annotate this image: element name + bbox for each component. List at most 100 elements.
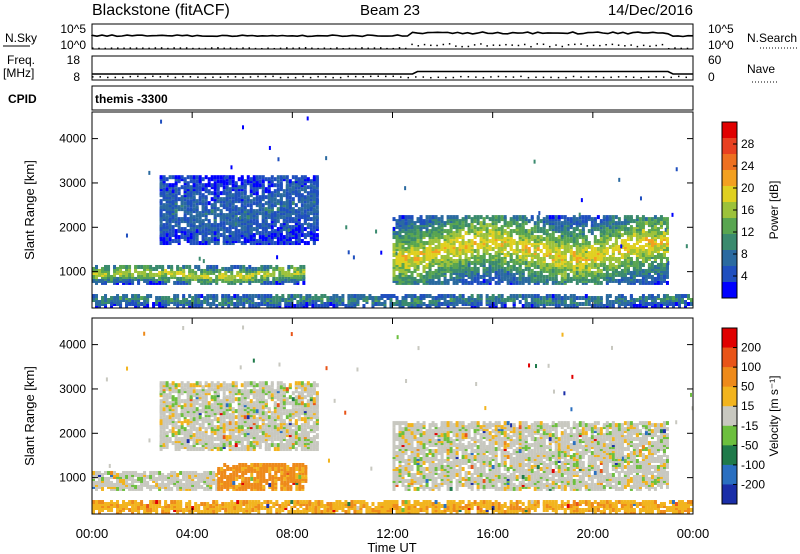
echo-cell [476, 221, 480, 226]
echo-cell [180, 207, 184, 212]
echo-cell [170, 298, 174, 303]
echo-cell [128, 482, 132, 487]
echo-cell [98, 470, 102, 475]
echo-cell [500, 256, 504, 261]
echo-cell [365, 296, 369, 301]
echo-cell [229, 466, 233, 471]
echo-cell [213, 175, 217, 180]
echo-cell [560, 296, 564, 301]
echo-cell [491, 294, 495, 299]
echo-cell [443, 264, 447, 269]
freq-label: Freq. [7, 53, 35, 67]
nave-dot [204, 76, 207, 79]
echo-cell [425, 241, 429, 246]
y-tick-label: 3000 [59, 176, 86, 190]
echo-cell [198, 231, 202, 236]
echo-cell [104, 294, 108, 299]
echo-cell [236, 270, 240, 275]
echo-cell [260, 298, 264, 303]
echo-cell [311, 304, 315, 308]
echo-cell [174, 229, 178, 234]
echo-cell [440, 247, 444, 252]
echo-cell [239, 272, 243, 277]
echo-cell [312, 215, 316, 220]
echo-cell [434, 245, 438, 250]
echo-cell [209, 270, 213, 275]
echo-cell [656, 243, 660, 248]
echo-cell [249, 177, 253, 182]
echo-cell [413, 221, 417, 226]
echo-cell [228, 229, 232, 234]
echo-cell [192, 207, 196, 212]
echo-cell [521, 225, 525, 230]
echo-cell [614, 256, 618, 261]
echo-cell [255, 219, 259, 224]
echo-cell [287, 276, 291, 281]
colorbar-tick-label: 28 [741, 137, 755, 151]
echo-cell [104, 470, 108, 475]
echo-cell [276, 237, 280, 242]
echo-cell [437, 225, 441, 230]
echo-cell [122, 298, 126, 303]
echo-cell [341, 294, 345, 299]
power-echo-field [92, 116, 693, 308]
echo-cell [273, 201, 277, 206]
echo-cell [632, 219, 636, 224]
echo-cell [656, 247, 660, 252]
echo-cell [231, 205, 235, 210]
echo-cell [479, 215, 483, 220]
nsearch-dot [361, 47, 363, 49]
echo-cell [653, 300, 657, 305]
echo-cell [223, 462, 227, 467]
echo-cell [584, 270, 588, 275]
echo-cell [164, 474, 168, 479]
echo-cell [452, 258, 456, 263]
echo-cell [392, 226, 395, 231]
echo-cell [210, 209, 214, 214]
echo-cell [650, 221, 654, 226]
echo-cell [596, 268, 600, 273]
echo-cell [464, 215, 468, 220]
echo-cell [167, 264, 171, 269]
echo-cell [92, 278, 95, 283]
colorbar-tick-label: 24 [741, 159, 755, 173]
nsearch-dot [286, 47, 288, 49]
echo-cell [148, 170, 151, 175]
echo-cell [98, 476, 102, 481]
echo-cell [449, 215, 453, 220]
echo-cell [545, 274, 549, 279]
echo-cell [461, 239, 465, 244]
nave-dot [445, 76, 447, 79]
echo-cell [494, 221, 498, 226]
echo-cell [113, 264, 117, 269]
echo-cell [392, 268, 396, 273]
echo-cell [503, 243, 507, 248]
echo-cell [192, 203, 196, 208]
echo-cell [530, 258, 534, 263]
nsearch-dot [586, 45, 589, 47]
echo-cell [219, 175, 223, 180]
echo-cell [461, 268, 465, 273]
echo-cell [524, 215, 527, 220]
echo-cell [183, 201, 187, 206]
echo-cell [202, 259, 205, 264]
nave-dot [557, 76, 560, 79]
echo-cell [515, 294, 519, 299]
echo-cell [234, 181, 238, 186]
echo-cell [161, 480, 165, 485]
echo-cell [524, 260, 528, 265]
echo-cell [101, 476, 105, 481]
y-tick-label: 4000 [59, 132, 86, 146]
echo-cell [231, 193, 235, 198]
echo-cell [617, 256, 621, 261]
echo-cell [656, 231, 660, 236]
echo-cell [653, 225, 657, 230]
echo-cell [200, 484, 204, 489]
echo-cell [482, 233, 486, 238]
echo-cell [374, 296, 378, 301]
echo-cell [596, 223, 600, 228]
echo-cell [165, 183, 169, 188]
echo-cell [380, 250, 383, 255]
echo-cell [335, 304, 339, 308]
echo-cell [232, 476, 236, 481]
